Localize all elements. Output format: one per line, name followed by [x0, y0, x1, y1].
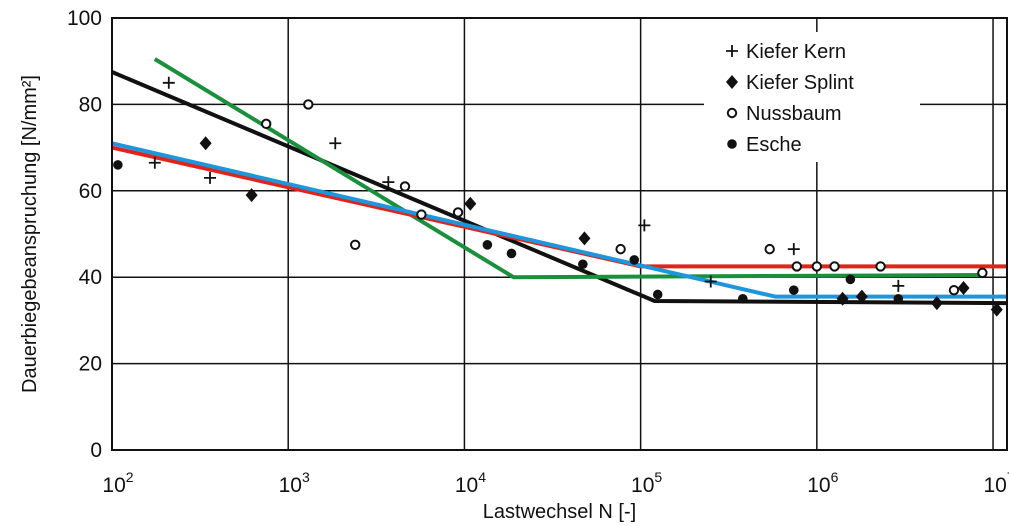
- kiefer-kern-point: [787, 243, 800, 256]
- y-tick-label: 20: [79, 353, 102, 376]
- x-tick-label: 105: [631, 469, 662, 497]
- kiefer-splint-point: [464, 196, 477, 211]
- x-tick-labels: 102 103 104 105 106 107: [102, 469, 1009, 497]
- kiefer-splint-point: [578, 231, 591, 246]
- nussbaum-point: [764, 243, 775, 255]
- esche-point: [845, 274, 856, 285]
- kiefer-kern-point: [638, 219, 651, 232]
- kiefer-splint-point: [957, 281, 970, 295]
- x-tick-label: 102: [102, 469, 133, 497]
- data-points: [113, 76, 1003, 317]
- nussbaum-point: [452, 207, 464, 218]
- esche-point: [113, 160, 123, 170]
- esche-point: [737, 294, 748, 304]
- esche-point: [578, 259, 588, 270]
- x-axis-label: Lastwechsel N [-]: [483, 501, 636, 523]
- nussbaum-point: [948, 284, 960, 296]
- y-tick-label: 100: [67, 7, 102, 30]
- y-tick-label: 40: [79, 266, 102, 289]
- nussbaum-point: [416, 209, 427, 220]
- legend-label-kiefer-kern: Kiefer Kern: [746, 41, 846, 63]
- nussbaum-point: [875, 261, 886, 272]
- kiefer-splint-point: [199, 136, 212, 151]
- legend-label-esche: Esche: [746, 134, 802, 156]
- nussbaum-point: [811, 261, 823, 272]
- legend-marker-nussbaum: [726, 107, 738, 119]
- x-tick-label: 106: [807, 469, 838, 497]
- fit-line: [111, 141, 1007, 299]
- esche-point: [506, 248, 517, 259]
- gridlines: [112, 18, 1007, 450]
- kiefer-kern-point: [204, 171, 217, 184]
- nussbaum-point: [303, 99, 314, 110]
- legend-label-nussbaum: Nussbaum: [746, 103, 842, 125]
- kiefer-splint-point: [990, 302, 1003, 317]
- esche-point: [482, 240, 493, 250]
- kiefer-kern-point: [382, 176, 395, 189]
- kiefer-splint-point: [855, 289, 868, 304]
- kiefer-splint-point: [836, 291, 849, 306]
- y-axis-label: Dauerbiegebeanspruchung [N/mm²]: [19, 75, 41, 393]
- kiefer-splint-point: [930, 296, 943, 311]
- x-tick-label: 104: [455, 469, 486, 497]
- y-tick-label: 0: [90, 439, 102, 462]
- esche-point: [629, 255, 640, 265]
- nussbaum-point: [615, 243, 626, 255]
- esche-point: [788, 285, 799, 295]
- esche-point: [652, 289, 663, 300]
- kiefer-kern-point: [892, 279, 905, 292]
- esche-point: [893, 294, 904, 304]
- x-tick-label: 103: [279, 469, 310, 497]
- kiefer-splint-point: [245, 188, 258, 203]
- kiefer-kern-point: [148, 156, 161, 169]
- nussbaum-point: [350, 239, 361, 251]
- y-tick-labels: 0 20 40 60 80 100: [67, 7, 102, 462]
- kiefer-kern-point: [162, 76, 175, 89]
- legend-marker-kiefer-splint: [726, 75, 738, 89]
- y-tick-label: 80: [79, 93, 102, 116]
- plot-frame: [111, 17, 1008, 451]
- legend-marker-esche: [727, 139, 737, 149]
- legend: Kiefer Kern Kiefer Splint Nussbaum Esche: [704, 32, 920, 162]
- legend-marker-kiefer-kern: [726, 45, 738, 57]
- fit-line: [153, 57, 986, 280]
- kiefer-kern-point: [704, 275, 717, 288]
- nussbaum-point: [399, 181, 411, 192]
- y-tick-label: 60: [79, 180, 102, 203]
- legend-label-kiefer-splint: Kiefer Splint: [746, 72, 854, 94]
- nussbaum-point: [791, 261, 803, 272]
- nussbaum-point: [977, 267, 988, 279]
- kiefer-kern-point: [329, 137, 342, 150]
- nussbaum-point: [260, 118, 272, 130]
- fit-line: [111, 70, 1008, 306]
- x-tick-label: 107: [983, 469, 1009, 497]
- legend-background: [704, 32, 920, 162]
- nussbaum-point: [829, 261, 840, 272]
